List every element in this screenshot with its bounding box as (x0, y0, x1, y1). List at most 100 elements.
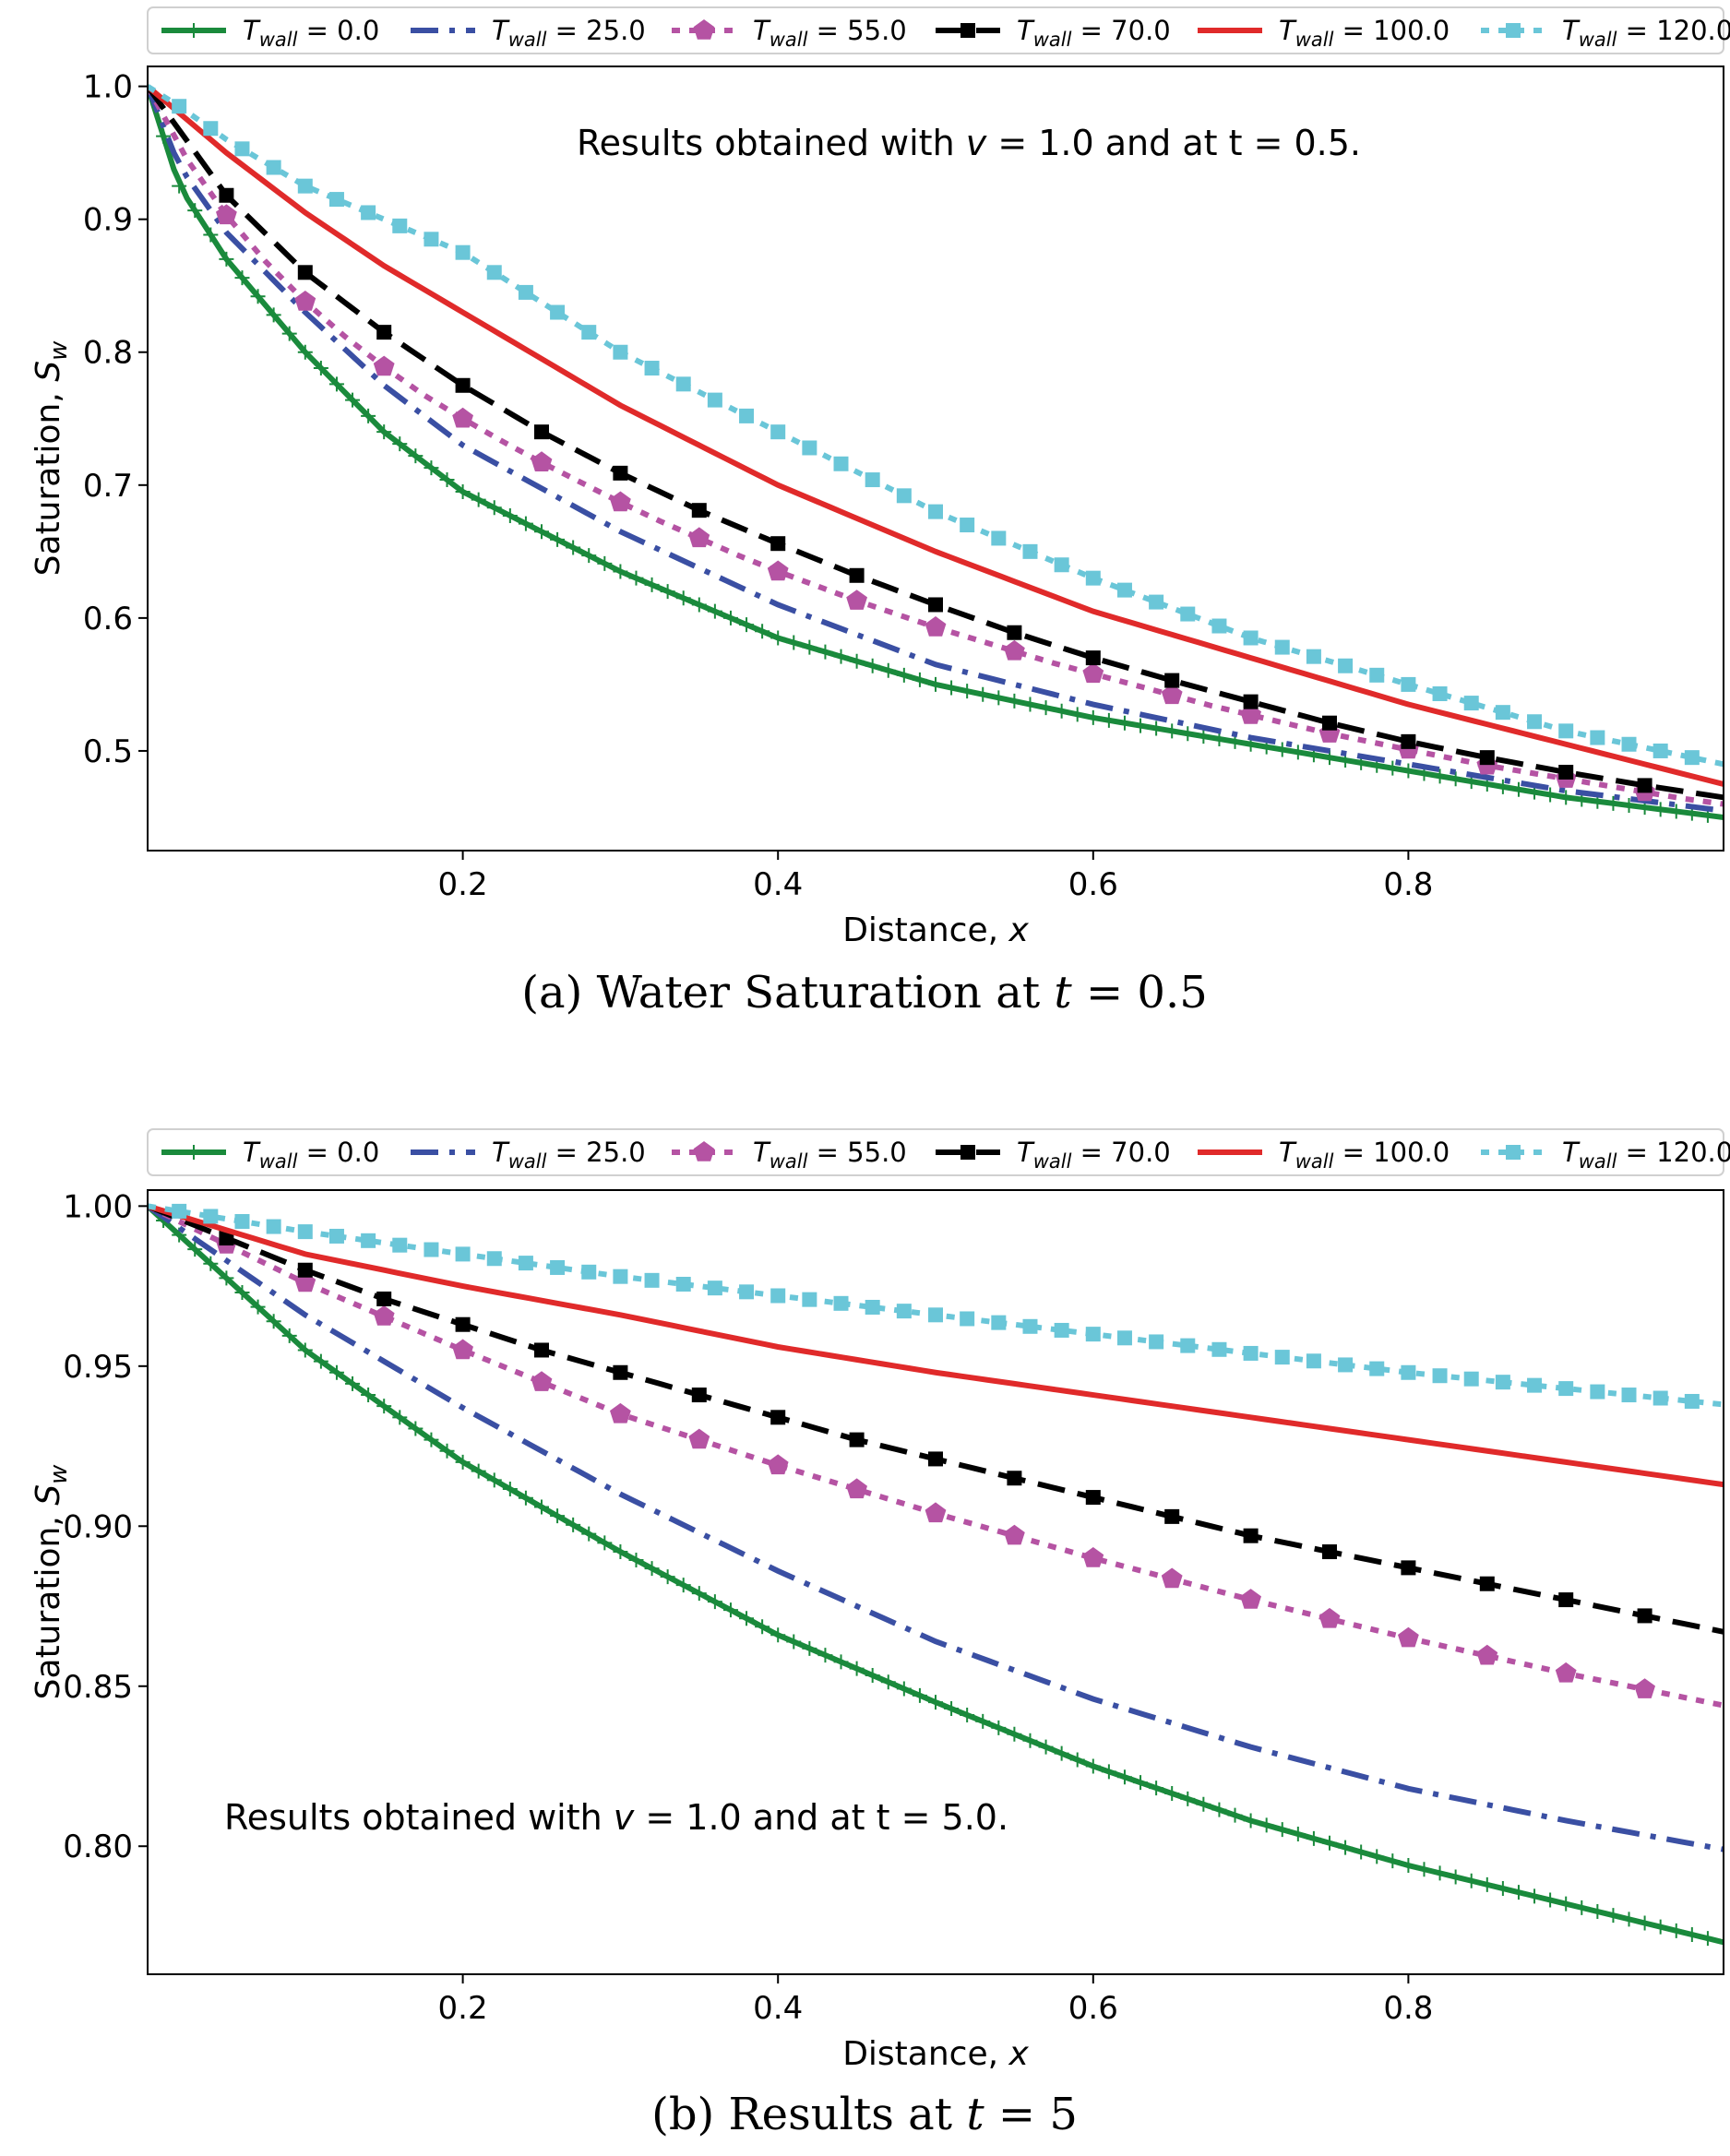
marker-0-p0-90 (1558, 790, 1574, 805)
marker-1-p0-23 (502, 1482, 518, 1497)
marker-1-m2-4 (452, 1339, 473, 1360)
marker-1-m5-35 (1243, 1345, 1259, 1361)
marker-0-p0-29 (597, 555, 613, 571)
legend-item-3: Twall = 70.0 (936, 15, 1171, 51)
marker-1-m5-38 (1338, 1357, 1354, 1373)
marker-1-p0-54 (991, 1720, 1007, 1735)
marker-0-m5-41 (1432, 686, 1448, 701)
marker-0-p0-86 (1495, 779, 1510, 794)
marker-1-m5-27 (991, 1315, 1007, 1330)
marker-0-p0-14 (361, 408, 376, 423)
marker-0-p0-96 (1652, 802, 1668, 817)
y-tick-label: 0.80 (63, 1828, 133, 1865)
marker-1-m2-16 (1398, 1626, 1419, 1648)
marker-1-m5-18 (707, 1280, 722, 1296)
series-group-1 (148, 1203, 1724, 1947)
marker-1-p0-74 (1306, 1830, 1321, 1846)
marker-0-m3-11 (1007, 625, 1022, 640)
marker-0-m3-6 (613, 465, 628, 481)
marker-1-p0-49 (912, 1687, 927, 1703)
marker-1-m2-15 (1318, 1607, 1341, 1628)
marker-1-m5-24 (896, 1304, 912, 1319)
marker-1-p0-62 (1116, 1769, 1132, 1785)
marker-1-m2-8 (767, 1454, 789, 1475)
series-line-1 (148, 1203, 1724, 1852)
y-tick-label: 0.8 (83, 335, 133, 372)
chart-1: Twall = 0.0 Twall = 25.0 Twall = 55.0 Twall… (30, 1128, 1730, 2140)
marker-1-m5-21 (802, 1292, 817, 1307)
marker-0-m5-45 (1558, 723, 1574, 739)
marker-0-p0-41 (786, 635, 802, 650)
marker-1-p0-82 (1432, 1865, 1448, 1881)
marker-0-m5-16 (644, 361, 660, 376)
marker-1-p0-71 (1259, 1817, 1274, 1833)
marker-1-m3-4 (455, 1316, 471, 1332)
marker-0-p0-16 (392, 436, 408, 452)
marker-0-m5-13 (550, 304, 566, 320)
marker-1-p0-32 (644, 1561, 660, 1577)
marker-0-p0-43 (817, 644, 833, 660)
marker-1-m3-14 (1243, 1528, 1259, 1543)
marker-1-m5-11 (486, 1251, 502, 1267)
marker-1-p0-9 (281, 1328, 297, 1343)
marker-1-p0-20 (455, 1454, 471, 1470)
marker-1-m5-19 (739, 1284, 755, 1300)
marker-0-p0-57 (1038, 700, 1054, 716)
marker-1-m3-3 (376, 1291, 392, 1306)
marker-1-m3-9 (849, 1432, 865, 1447)
y-tick-label: 0.5 (83, 733, 133, 770)
marker-0-p0-58 (1054, 703, 1069, 719)
marker-0-m2-6 (610, 491, 631, 512)
marker-1-p0-46 (865, 1667, 880, 1683)
marker-1-p0-87 (1510, 1885, 1526, 1900)
marker-1-p0-97 (1668, 1923, 1684, 1938)
marker-1-m5-43 (1495, 1375, 1510, 1390)
marker-0-p0-67 (1196, 729, 1211, 744)
marker-1-p0-41 (786, 1634, 802, 1650)
marker-1-p0-3 (187, 1242, 203, 1257)
marker-1-m2-7 (688, 1428, 710, 1449)
marker-0-p0-62 (1116, 715, 1132, 731)
marker-1-p0-77 (1354, 1844, 1369, 1860)
marker-0-p0-2 (172, 178, 187, 194)
marker-0-m3-2 (297, 265, 313, 280)
x-axis-label: Distance, x (842, 2035, 1029, 2073)
marker-1-p0-40 (770, 1627, 786, 1643)
marker-0-m2-2 (294, 291, 316, 311)
marker-0-p0-46 (865, 658, 880, 673)
marker-1-m5-41 (1432, 1368, 1448, 1384)
marker-1-m5-29 (1054, 1322, 1069, 1338)
marker-0-p0-23 (502, 507, 518, 523)
marker-1-p0-83 (1448, 1869, 1463, 1885)
marker-0-m5-29 (1054, 557, 1069, 573)
marker-0-m5-35 (1243, 630, 1259, 646)
marker-1-m5-16 (644, 1272, 660, 1288)
marker-0-p0-12 (328, 376, 344, 392)
marker-1-m3-1 (219, 1231, 234, 1246)
marker-1-p0-72 (1274, 1822, 1290, 1838)
series-line-2 (148, 85, 1724, 807)
marker-0-m5-2 (203, 121, 219, 137)
marker-0-m5-33 (1180, 606, 1196, 622)
marker-0-m5-22 (833, 456, 849, 471)
marker-1-m5-17 (675, 1277, 691, 1292)
marker-1-p0-95 (1637, 1915, 1652, 1931)
marker-0-m5-31 (1116, 582, 1132, 598)
marker-0-p0-40 (770, 630, 786, 646)
marker-0-p0-21 (471, 492, 486, 507)
marker-1-m2-5 (531, 1371, 553, 1391)
marker-1-legend-2 (693, 1141, 715, 1161)
marker-1-m5-4 (266, 1219, 281, 1234)
marker-1-p0-5 (219, 1270, 234, 1286)
marker-1-p0-25 (534, 1499, 549, 1515)
legend-label-1: Twall = 25.0 (492, 15, 646, 51)
marker-1-m5-1 (172, 1203, 187, 1219)
legend-label-3: Twall = 70.0 (1017, 15, 1171, 51)
legend-label-2: Twall = 55.0 (753, 15, 907, 51)
y-tick-label: 0.95 (63, 1349, 133, 1386)
marker-1-p0-81 (1416, 1862, 1432, 1877)
marker-0-m5-37 (1306, 649, 1321, 664)
marker-1-p0-15 (376, 1399, 392, 1414)
legend-label-4: Twall = 100.0 (1279, 1137, 1450, 1173)
marker-0-p0-89 (1543, 787, 1558, 803)
